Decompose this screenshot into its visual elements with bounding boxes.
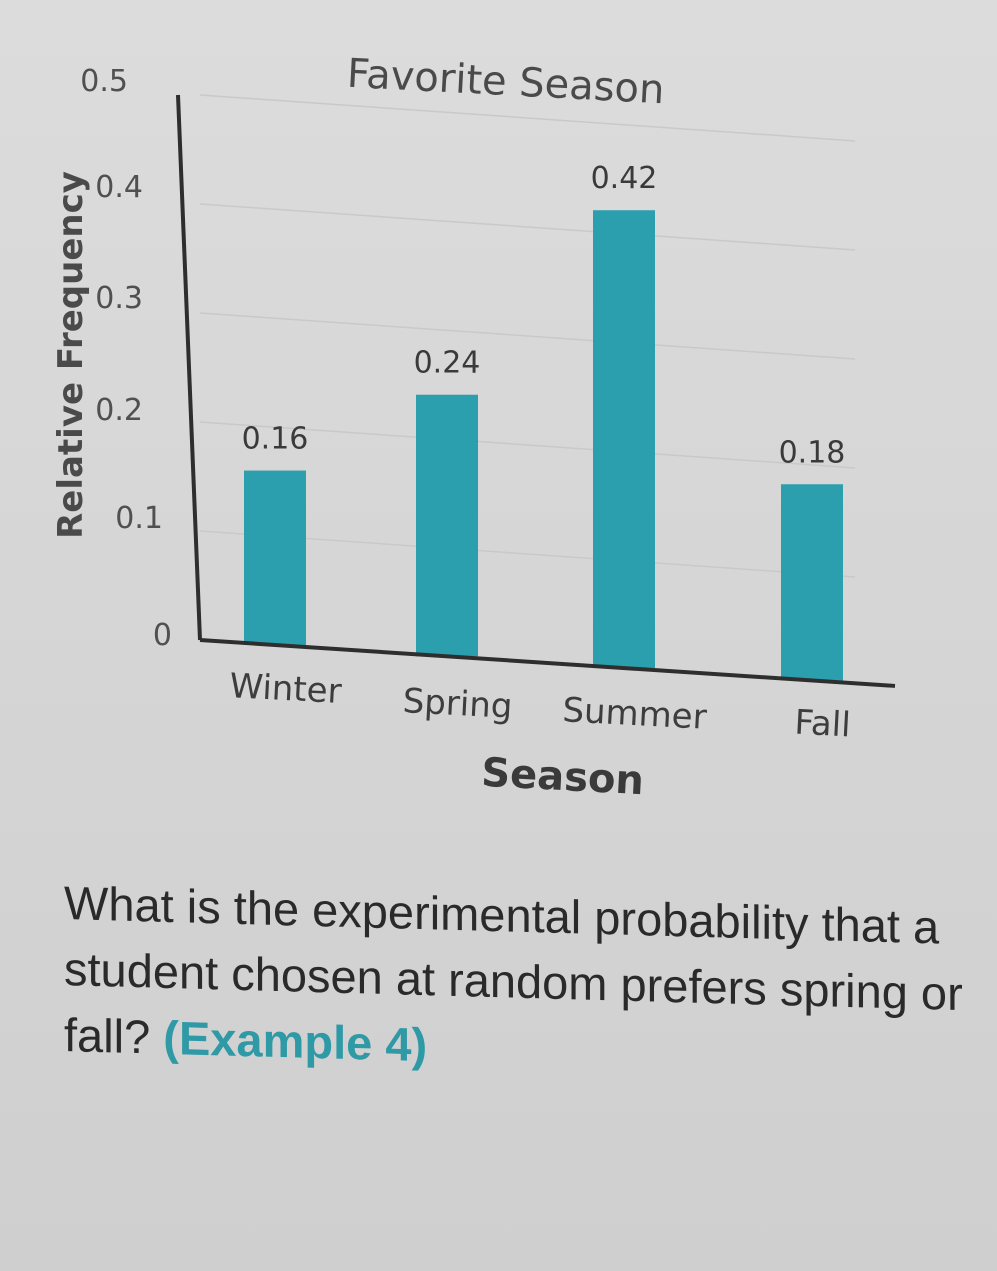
bars bbox=[244, 210, 843, 681]
gridlines bbox=[199, 94, 856, 578]
bar-chart: 0 0.1 0.2 0.3 0.4 0.5 0.16 Winter 0.24 Spring 0.42… bbox=[51, 51, 896, 804]
bar-value-label: 0.24 bbox=[414, 346, 481, 381]
bar-winter bbox=[244, 470, 306, 645]
y-tick-label: 0.4 bbox=[95, 170, 143, 205]
y-tick-label: 0 bbox=[153, 618, 172, 653]
question-text: What is the experimental probability tha… bbox=[64, 870, 997, 1094]
bar-spring bbox=[416, 394, 478, 657]
x-category-label: Spring bbox=[402, 681, 514, 727]
gridline bbox=[199, 530, 856, 578]
axes bbox=[176, 94, 896, 688]
y-tick-label: 0.1 bbox=[115, 501, 163, 536]
bar-summer bbox=[593, 210, 655, 669]
y-axis-title: Relative Frequency bbox=[51, 171, 91, 539]
bar-value-label: 0.18 bbox=[779, 435, 846, 470]
x-category-label: Summer bbox=[561, 690, 707, 737]
x-axis-title: Season bbox=[480, 750, 645, 804]
bar-fall bbox=[781, 484, 843, 681]
example-reference[interactable]: (Example 4) bbox=[163, 1010, 428, 1072]
x-axis-line bbox=[199, 638, 896, 688]
gridline bbox=[199, 312, 856, 360]
y-axis-line bbox=[176, 94, 202, 641]
x-category-label: Fall bbox=[793, 703, 851, 746]
gridline bbox=[199, 94, 856, 142]
y-tick-label: 0.2 bbox=[95, 393, 143, 428]
y-tick-label: 0.5 bbox=[80, 64, 128, 99]
gridline bbox=[199, 203, 856, 251]
bar-value-label: 0.42 bbox=[591, 161, 658, 196]
chart-title: Favorite Season bbox=[346, 51, 666, 114]
x-category-label: Winter bbox=[229, 666, 343, 712]
y-tick-label: 0.3 bbox=[95, 281, 143, 316]
gridline bbox=[199, 421, 856, 469]
bar-value-label: 0.16 bbox=[242, 422, 309, 457]
labels: 0 0.1 0.2 0.3 0.4 0.5 0.16 Winter 0.24 Spring 0.42… bbox=[80, 64, 851, 745]
